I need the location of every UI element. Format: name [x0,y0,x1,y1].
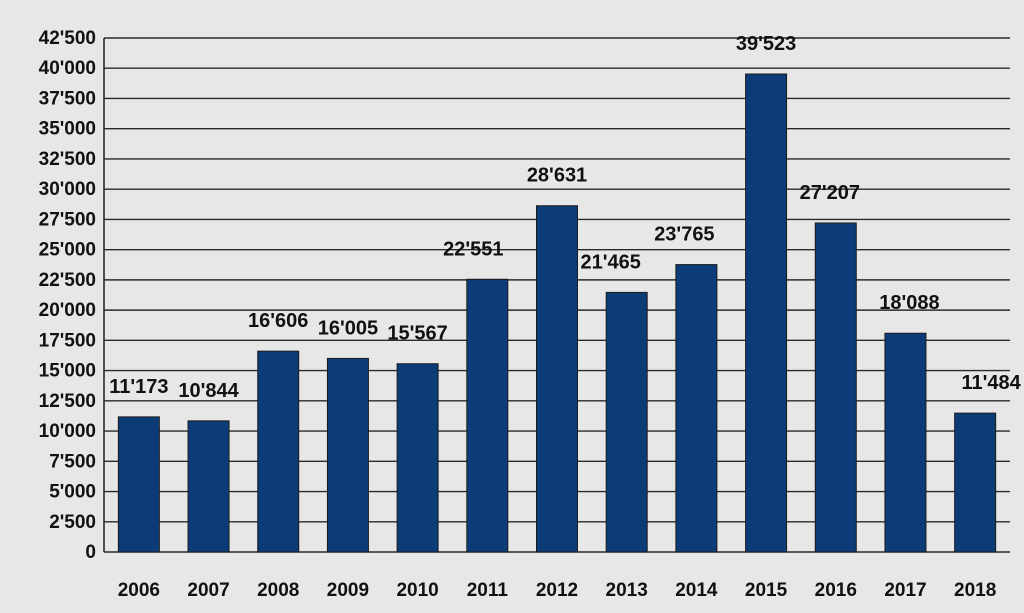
bar [536,205,578,553]
y-tick-label: 10'000 [39,421,96,442]
data-label-layer: 11'173 10'844 16'606 16'005 15'567 22'551 28'6… [109,33,1021,402]
bar [326,357,369,553]
x-tick-label: 2015 [745,580,788,601]
bar [675,264,718,553]
y-tick-label: 2'500 [49,512,96,533]
y-tick-label: 17'500 [39,330,96,351]
x-tick-label: 2017 [884,580,926,601]
x-tick-label: 2018 [954,580,996,601]
y-tick-label: 7'500 [49,451,96,472]
y-tick-label: 12'500 [39,391,96,412]
x-tick-label: 2014 [675,580,718,601]
y-tick-label: 5'000 [49,482,96,503]
x-axis-tick-labels: 2006 2007 2008 2009 2010 2011 2012 2013 2014 2015… [118,580,997,601]
data-label: 27'207 [800,182,860,204]
data-label: 23'765 [654,224,714,246]
bar [187,420,230,553]
y-tick-label: 22'500 [39,270,96,291]
bar [257,350,300,553]
bar-layer [117,73,997,553]
bar [605,291,648,553]
data-label: 15'567 [387,323,447,345]
bar [117,416,160,553]
y-tick-label: 27'500 [39,209,96,230]
y-tick-label: 30'000 [39,179,96,200]
y-tick-label: 40'000 [39,58,96,79]
y-tick-label: 15'000 [39,361,96,382]
data-label: 10'844 [178,380,239,402]
x-tick-label: 2006 [118,580,160,601]
y-tick-label: 20'000 [39,300,96,321]
grid-layer [103,37,1010,553]
x-tick-label: 2011 [467,580,509,601]
bar [466,278,509,553]
data-label: 11'173 [109,376,168,398]
y-tick-label: 25'000 [39,240,96,261]
x-tick-label: 2008 [257,580,299,601]
y-tick-label: 37'500 [39,88,96,109]
data-label: 16'005 [318,317,378,339]
y-tick-label: 32'500 [39,149,96,170]
x-tick-label: 2012 [536,580,578,601]
data-label: 39'523 [736,33,796,55]
bar [954,412,997,553]
bar [814,222,857,553]
data-label: 22'551 [443,238,503,260]
y-tick-label: 42'500 [39,28,96,49]
y-axis-tick-labels: 0 2'500 5'000 7'500 10'000 12'500 15'000 17'500… [39,28,96,563]
bar [884,332,927,553]
x-tick-label: 2013 [606,580,648,601]
x-tick-label: 2007 [187,580,229,601]
y-tick-label: 0 [85,542,96,563]
x-tick-label: 2016 [815,580,857,601]
x-tick-label: 2010 [396,580,438,601]
data-label: 21'465 [581,251,641,273]
data-label: 11'484 [962,372,1022,394]
y-tick-label: 35'000 [39,119,96,140]
data-label: 28'631 [527,165,587,187]
data-label: 16'606 [248,310,308,332]
bar [745,73,788,553]
bar [396,363,439,553]
data-label: 18'088 [879,292,939,314]
x-tick-label: 2009 [327,580,369,601]
